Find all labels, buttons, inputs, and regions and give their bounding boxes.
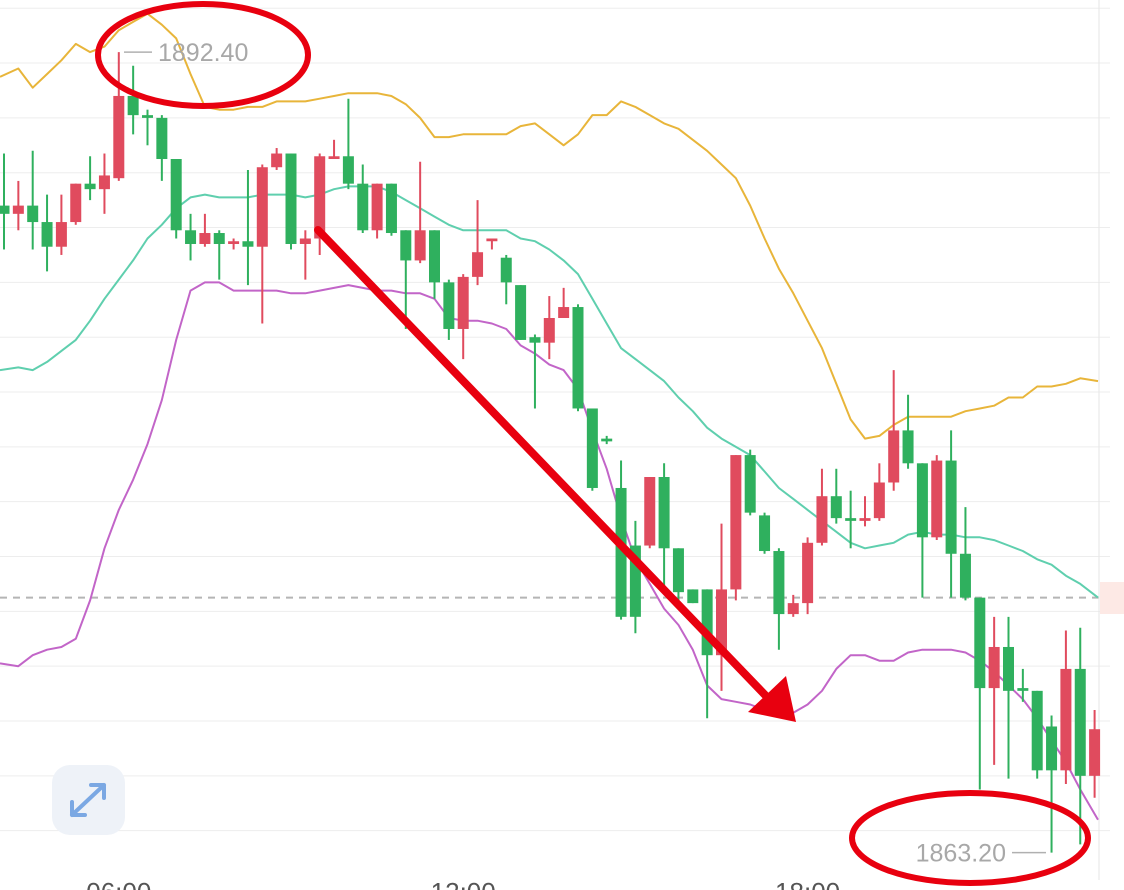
expand-icon [70,783,106,817]
candle-body [716,589,727,656]
band-line [0,281,1099,821]
candle-body [1031,690,1043,771]
candle-body [916,463,928,538]
x-tick-label: 18:00 [775,877,840,890]
candle-body [730,455,742,590]
candle-body [342,156,354,184]
candle-body [687,589,699,604]
candle-body [988,646,1000,689]
candle-body [55,222,67,247]
candle-body [773,551,785,615]
candle-body [98,175,110,190]
candle-body [142,115,153,118]
candle-body [400,230,412,261]
candle-body [314,156,326,239]
candle-body [1003,646,1014,691]
candle-body [744,455,756,513]
candle-body [586,408,598,488]
band-line [0,12,1099,440]
grid [0,7,1110,832]
candle-body [543,318,555,343]
annotation-arrowhead [748,676,796,722]
candle-body [658,477,670,549]
candle-body [299,238,311,244]
candle-body [156,117,168,160]
candle-body [41,222,53,247]
candle-body [385,183,397,234]
candle-body [902,430,914,464]
candle-body [27,205,39,223]
candle-body [328,156,340,160]
candle-body [256,167,268,247]
candle-body [199,233,211,244]
candle-body [830,496,842,519]
candle-body [672,548,684,593]
candle-body [945,460,957,554]
candle-body [429,230,440,283]
annotation-ellipse [849,790,1091,886]
candle-body [242,241,254,247]
candle-body [845,518,857,521]
candle-body [931,460,943,538]
candle-body [127,95,139,116]
candle-body [816,496,828,543]
candle-body [1017,688,1029,691]
candle-body [629,545,641,617]
x-tick-label: 06:00 [86,877,151,890]
candle-body [644,477,656,546]
candle-body [558,307,570,319]
candle-body [1060,668,1072,771]
annotation-ellipse [95,1,311,109]
candle-body [285,153,297,244]
candle-body [1074,668,1086,776]
candle-body [529,337,541,343]
candles [0,52,1101,853]
candle-body [500,257,512,283]
candle-body [1089,729,1101,776]
candle-body [959,553,971,598]
bands [0,12,1099,821]
candle-body [371,183,383,231]
candle-body [113,95,125,179]
x-tick-label: 12:00 [431,877,496,890]
low-marker-label: 1863.20 [916,840,1006,868]
candle-body [357,183,369,231]
price-tag [1100,582,1124,614]
candle-body [515,285,527,340]
candle-body [12,205,24,214]
candle-body [873,482,885,519]
candle-body [888,430,900,483]
candle-body [472,252,484,277]
candle-body [84,183,96,190]
candle-body [1046,726,1058,771]
candle-body [759,515,771,552]
candle-body [170,159,182,231]
candle-body [974,597,986,689]
candle-body [701,589,713,656]
expand-button[interactable] [52,765,125,835]
candle-body [787,603,799,615]
labels: 06:00 12:00 18:00 1892.40 1863.20 [86,39,1046,890]
candle-body [802,542,814,604]
candle-body [70,183,82,223]
candle-body [859,518,871,521]
annotation-arrow [314,226,772,702]
candle-body [414,230,426,261]
band-line [0,185,1099,599]
high-marker-label: 1892.40 [158,39,248,67]
candle-body [0,205,10,214]
candle-body [486,238,498,242]
candle-body [185,230,197,244]
candle-body [443,282,455,329]
candle-body [572,307,584,409]
candle-body [228,241,240,244]
candle-body [213,233,225,244]
candle-body [457,276,469,329]
candle-body [601,438,613,442]
candle-body [615,487,627,617]
candle-body [271,153,283,168]
